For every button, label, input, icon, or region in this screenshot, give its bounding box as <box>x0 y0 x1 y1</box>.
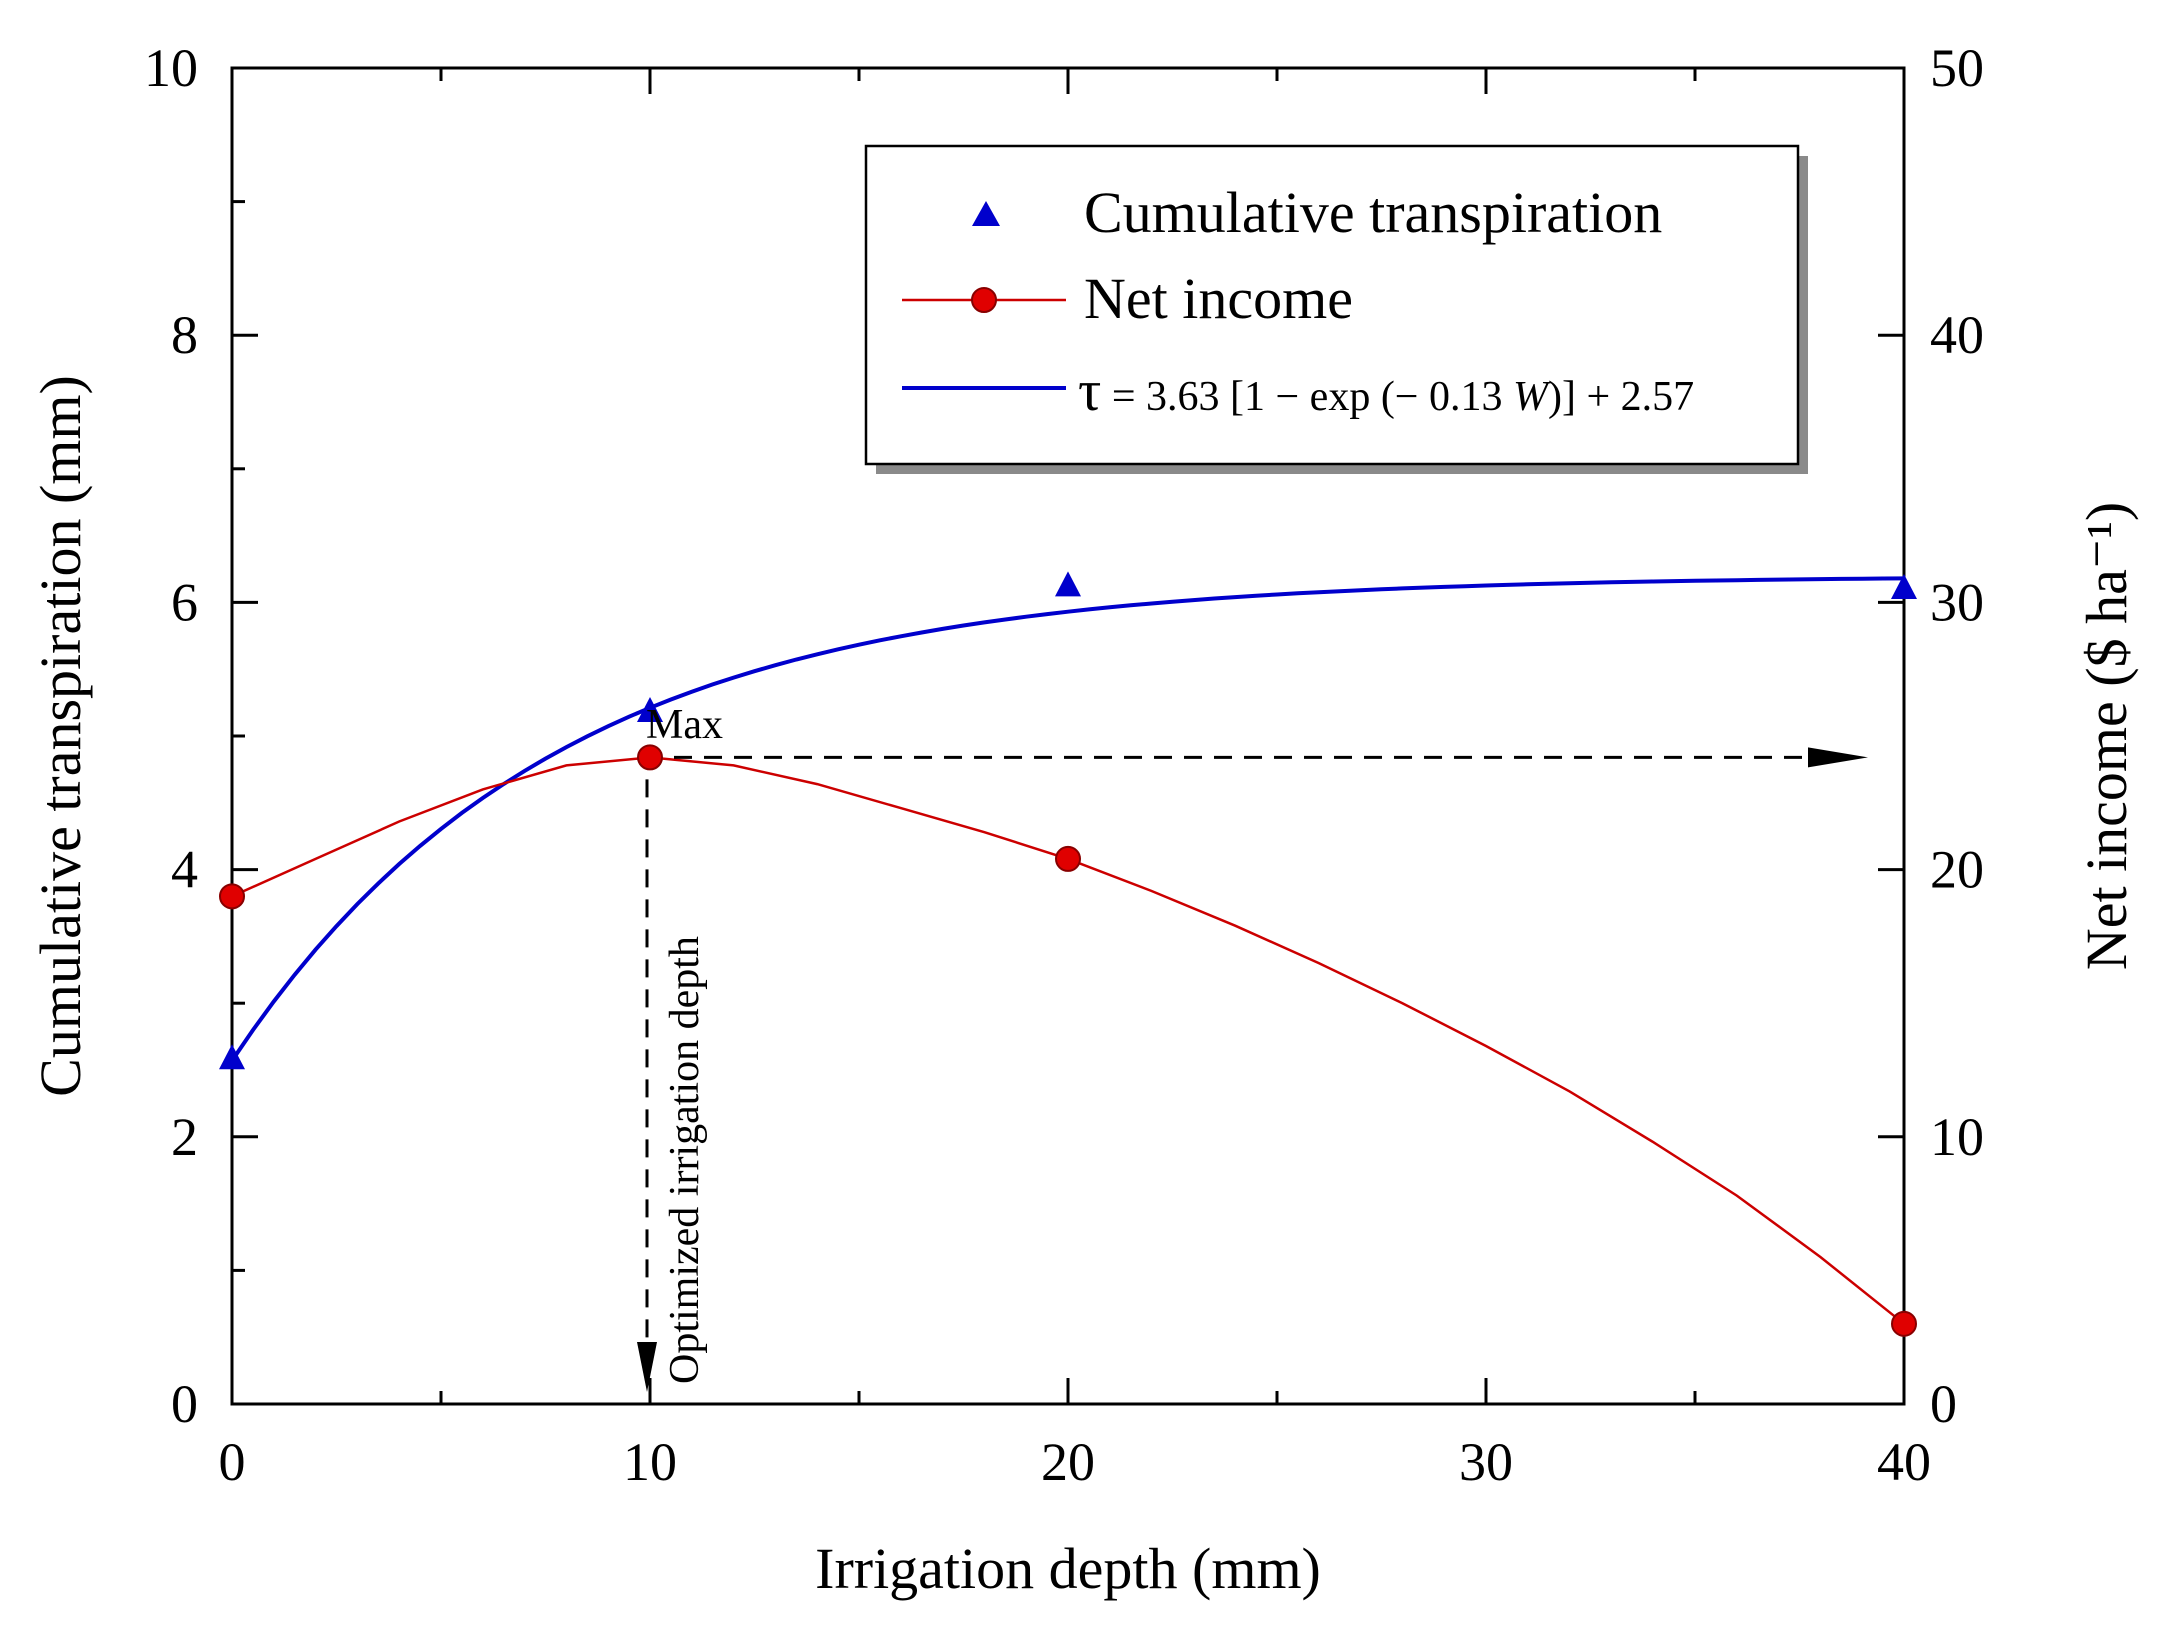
legend: Cumulative transpiration Net income τ = … <box>864 144 1808 474</box>
y2-tick-label: 10 <box>1930 1107 1984 1167</box>
net-income-point <box>1055 845 1081 872</box>
legend-label-fit-equation: τ = 3.63 [1 − exp (− 0.13 W)] + 2.57 <box>1078 358 1694 423</box>
vertical-arrowhead <box>637 1342 657 1392</box>
y-tick-label: 4 <box>171 840 198 900</box>
y2-tick-label: 0 <box>1930 1374 1957 1434</box>
optimized-depth-label: Optimized irrigation depth <box>662 936 708 1384</box>
max-label: Max <box>646 702 723 748</box>
y-tick-label: 8 <box>171 305 198 365</box>
net-income-point <box>637 744 663 771</box>
y-tick-label: 10 <box>144 38 198 98</box>
legend-eq-tau: τ <box>1078 358 1101 423</box>
transpiration-point <box>1891 574 1917 600</box>
y2-tick-label: 40 <box>1930 305 1984 365</box>
net-income-point <box>1891 1310 1917 1337</box>
legend-circle-marker <box>971 287 997 313</box>
axis-ticks <box>230 66 1906 1406</box>
y-tick-label: 2 <box>171 1107 198 1167</box>
y-tick-label: 6 <box>171 572 198 632</box>
y2-axis-title: Net income ($ ha⁻¹) <box>2074 502 2139 970</box>
transpiration-point <box>1055 571 1081 597</box>
legend-triangle-marker <box>972 201 1000 226</box>
x-tick-label: 40 <box>1877 1432 1931 1492</box>
x-tick-label: 20 <box>1041 1432 1095 1492</box>
optimum-arrows <box>637 747 1868 1392</box>
legend-label-net-income: Net income <box>1084 266 1353 331</box>
marker-layer <box>219 571 1917 1337</box>
y-tick-label: 0 <box>171 1374 198 1434</box>
transpiration-point <box>637 696 663 722</box>
y2-tick-label: 20 <box>1930 840 1984 900</box>
net-income-line <box>231 756 1905 1325</box>
x-axis-title: Irrigation depth (mm) <box>815 1536 1321 1601</box>
transpiration-point <box>219 1044 245 1070</box>
net-income-layer <box>231 756 1905 1325</box>
net-income-point <box>219 883 245 910</box>
legend-eq-part2: )] + 2.57 <box>1548 374 1694 420</box>
y2-tick-label: 30 <box>1930 572 1984 632</box>
legend-box <box>864 144 1800 466</box>
legend-eq-part1: = 3.63 [1 − exp (− 0.13 <box>1101 374 1513 420</box>
fit-curve <box>230 576 1905 1062</box>
y-axis-title: Cumulative transpiration (mm) <box>28 375 93 1097</box>
x-tick-label: 30 <box>1459 1432 1513 1492</box>
legend-label-transpiration: Cumulative transpiration <box>1084 180 1662 245</box>
y2-tick-label: 50 <box>1930 38 1984 98</box>
x-tick-label: 10 <box>623 1432 677 1492</box>
fit-curve-layer <box>230 576 1905 1062</box>
x-tick-label: 0 <box>219 1432 246 1492</box>
legend-eq-var: W <box>1513 374 1552 420</box>
horizontal-arrowhead <box>1808 747 1868 768</box>
